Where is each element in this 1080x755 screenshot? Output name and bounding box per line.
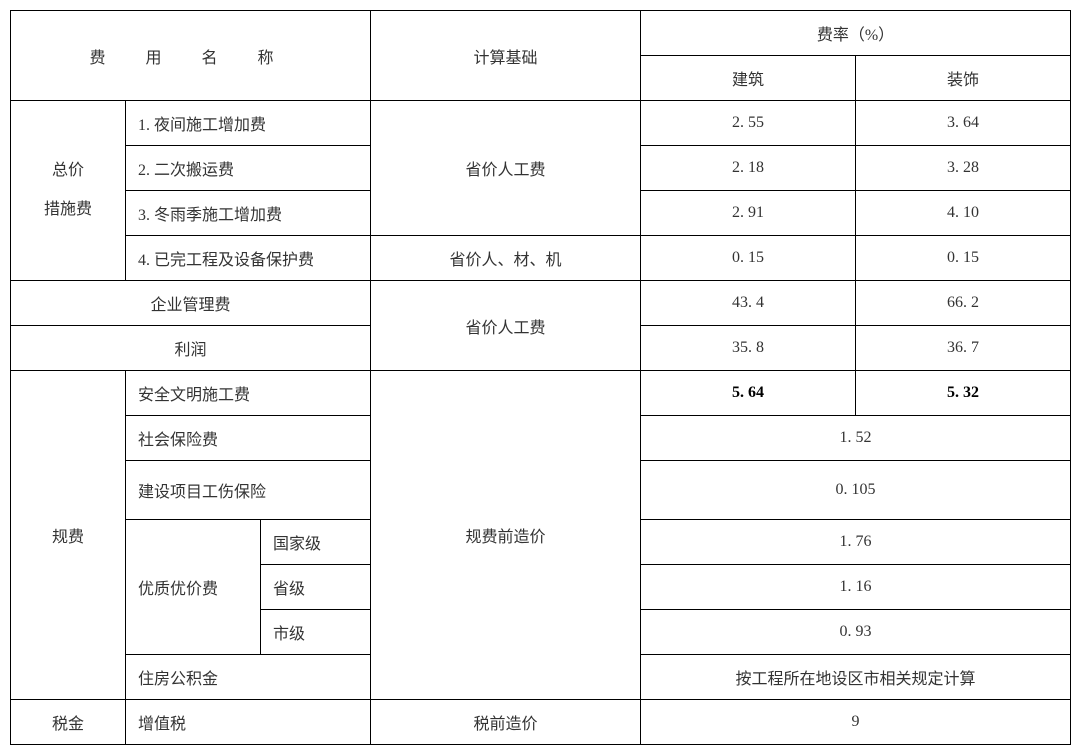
row-social-insurance-merged: 1. 52 [641,416,1071,461]
row-secondary-transport-label: 2. 二次搬运费 [126,146,371,191]
row-winter-rain-label: 3. 冬雨季施工增加费 [126,191,371,236]
header-calc-basis: 计算基础 [371,11,641,101]
row-completed-protection-c: 0. 15 [641,236,856,281]
row-night-d: 3. 64 [856,101,1071,146]
header-decoration: 装饰 [856,56,1071,101]
row-safety-label: 安全文明施工费 [126,371,371,416]
row-quality-provincial-merged: 1. 16 [641,565,1071,610]
row-winter-rain-d: 4. 10 [856,191,1071,236]
row-mgmt-d: 66. 2 [856,281,1071,326]
group-enterprise-mgmt: 企业管理费 [11,281,371,326]
row-winter-rain-c: 2. 91 [641,191,856,236]
row-quality-national-merged: 1. 76 [641,520,1071,565]
row-secondary-transport-d: 3. 28 [856,146,1071,191]
basis-province-labor-1: 省价人工费 [371,101,641,236]
group-total-measure: 总价 措施费 [11,101,126,281]
row-night-c: 2. 55 [641,101,856,146]
row-safety-c: 5. 64 [641,371,856,416]
row-work-injury-label: 建设项目工伤保险 [126,461,371,520]
row-safety-d: 5. 32 [856,371,1071,416]
row-night-label: 1. 夜间施工增加费 [126,101,371,146]
row-quality-provincial-label: 省级 [261,565,371,610]
fee-rate-table: 费 用 名 称 计算基础 费率（%） 建筑 装饰 总价 措施费 1. 夜间施工增… [10,10,1071,745]
group-profit: 利润 [11,326,371,371]
group-regulatory: 规费 [11,371,126,700]
row-mgmt-c: 43. 4 [641,281,856,326]
header-rate-pct: 费率（%） [641,11,1071,56]
row-secondary-transport-c: 2. 18 [641,146,856,191]
basis-province-labor-mat-mach: 省价人、材、机 [371,236,641,281]
basis-pre-regulatory: 规费前造价 [371,371,641,700]
row-social-insurance-label: 社会保险费 [126,416,371,461]
header-construction: 建筑 [641,56,856,101]
group-tax: 税金 [11,700,126,745]
row-quality-city-merged: 0. 93 [641,610,1071,655]
row-completed-protection-label: 4. 已完工程及设备保护费 [126,236,371,281]
row-quality-national-label: 国家级 [261,520,371,565]
row-housing-fund-merged: 按工程所在地设区市相关规定计算 [641,655,1071,700]
row-quality-fee-label: 优质优价费 [126,520,261,655]
row-profit-c: 35. 8 [641,326,856,371]
header-fee-name: 费 用 名 称 [11,11,371,101]
row-quality-city-label: 市级 [261,610,371,655]
row-vat-merged: 9 [641,700,1071,745]
row-completed-protection-d: 0. 15 [856,236,1071,281]
row-vat-label: 增值税 [126,700,371,745]
basis-pre-tax: 税前造价 [371,700,641,745]
basis-province-labor-2: 省价人工费 [371,281,641,371]
row-profit-d: 36. 7 [856,326,1071,371]
row-housing-fund-label: 住房公积金 [126,655,371,700]
row-work-injury-merged: 0. 105 [641,461,1071,520]
